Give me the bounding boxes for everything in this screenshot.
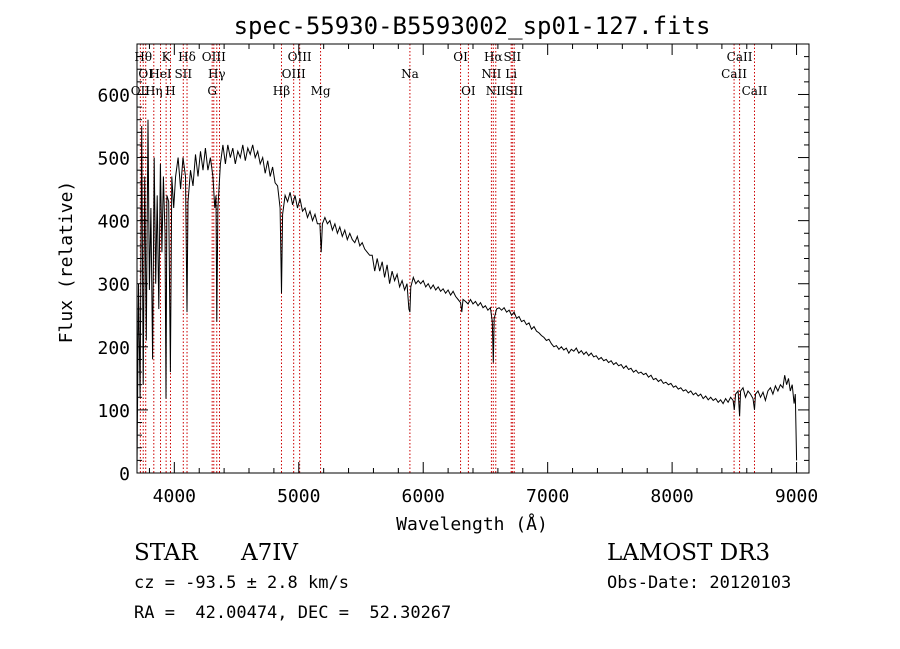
line-label-9-0: G — [207, 84, 217, 98]
line-label-17-0: Na — [401, 67, 419, 81]
x-tick-label: 9000 — [775, 486, 818, 507]
line-label-2-0: OI — [138, 67, 153, 81]
line-label-19-0: OI — [461, 84, 476, 98]
line-label-27-0: CaII — [727, 50, 753, 64]
line-label-4-0: HeI — [149, 67, 172, 81]
line-label-22-0: NII — [486, 84, 506, 98]
chart-title: spec-55930-B5593002_sp01-127.fits — [234, 12, 711, 40]
emission-line-labels: OIIHθOIHηHeIKHSIIHδGOIIIHγHβOIIIOIIIMgNa… — [131, 50, 768, 98]
x-tick-labels: 4000 5000 6000 7000 8000 9000 — [153, 486, 819, 507]
y-tick-label: 100 — [97, 401, 130, 422]
flux-series-line — [136, 119, 798, 470]
line-label-18-0: OI — [453, 50, 468, 64]
y-tick-label: 0 — [119, 464, 130, 485]
x-tick-label: 7000 — [526, 486, 569, 507]
line-label-15-0: OIII — [288, 50, 312, 64]
line-label-28-0: CaII — [742, 84, 768, 98]
line-label-14-0: OIII — [282, 67, 306, 81]
y-tick-label: 200 — [97, 338, 130, 359]
line-label-6-0: H — [165, 84, 175, 98]
line-label-20-0: NII — [481, 67, 501, 81]
line-label-1-0: Hθ — [134, 50, 152, 64]
axis-ticks — [137, 43, 809, 474]
line-label-13-0: Hβ — [273, 84, 290, 98]
object-subclass: A7IV — [241, 540, 298, 566]
line-label-21-0: Hα — [484, 50, 503, 64]
x-tick-label: 5000 — [277, 486, 320, 507]
x-tick-label: 4000 — [153, 486, 196, 507]
plot-frame — [136, 43, 810, 474]
coordinates-text: RA = 42.00474, DEC = 52.30267 — [134, 603, 452, 623]
line-label-26-0: CaII — [721, 67, 747, 81]
emission-line-markers — [139, 44, 755, 473]
x-tick-label: 6000 — [402, 486, 445, 507]
y-tick-label: 300 — [97, 275, 130, 296]
line-label-25-0: SII — [505, 84, 523, 98]
y-tick-label: 400 — [97, 212, 130, 233]
obs-date-text: Obs-Date: 20120103 — [607, 573, 792, 593]
line-label-7-0: SII — [174, 67, 192, 81]
y-tick-label: 600 — [97, 85, 130, 106]
line-label-5-0: K — [162, 50, 172, 64]
line-label-24-0: SII — [503, 50, 521, 64]
redshift-text: cz = -93.5 ± 2.8 km/s — [134, 573, 349, 593]
line-label-10-0: OIII — [202, 50, 226, 64]
x-axis-label: Wavelength (Å) — [396, 513, 548, 535]
survey-name: LAMOST DR3 — [607, 540, 771, 566]
line-label-11-0: Hγ — [208, 67, 226, 81]
line-label-16-0: Mg — [311, 84, 331, 98]
line-label-23-0: Li — [505, 67, 517, 81]
y-axis-label: Flux (relative) — [56, 181, 77, 344]
line-label-8-0: Hδ — [178, 50, 196, 64]
line-label-3-0: Hη — [145, 84, 163, 98]
y-tick-labels: 0 100 200 300 400 500 600 — [97, 85, 130, 485]
object-class: STAR — [134, 540, 198, 566]
y-tick-label: 500 — [97, 149, 130, 170]
x-tick-label: 8000 — [650, 486, 693, 507]
